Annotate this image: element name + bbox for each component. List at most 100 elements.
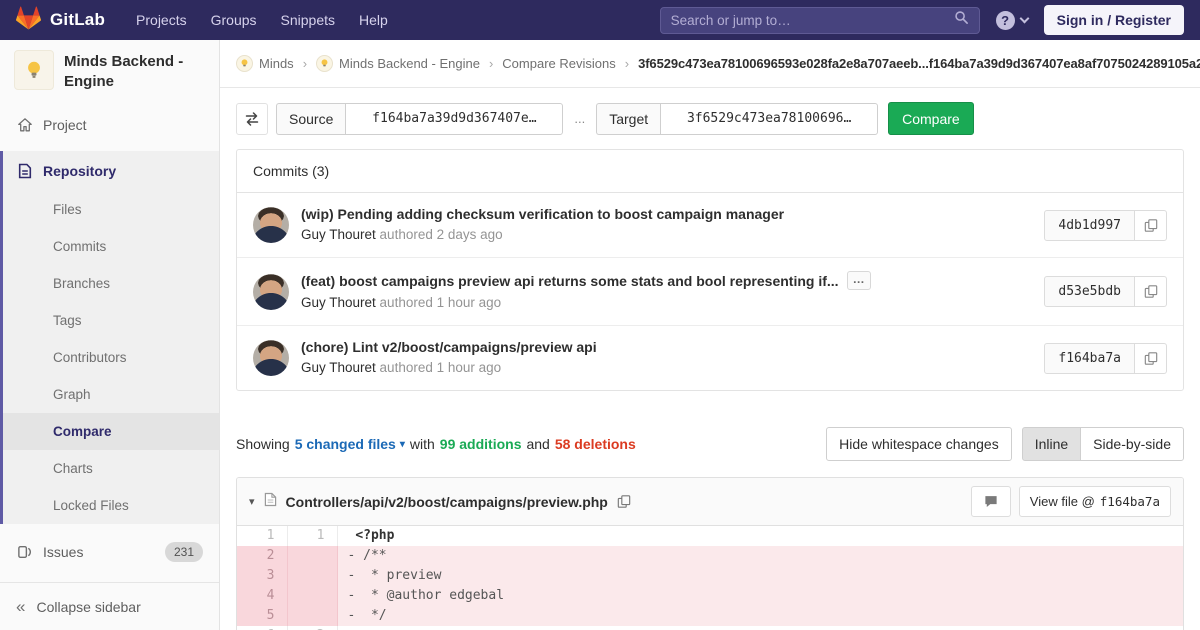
gitlab-tanuki-icon <box>16 5 41 35</box>
commit-sha[interactable]: 4db1d997 <box>1044 209 1135 241</box>
global-search-box[interactable] <box>659 6 980 34</box>
and-label: and <box>526 436 550 452</box>
inline-view-button[interactable]: Inline <box>1021 427 1082 461</box>
commit-title-link[interactable]: (chore) Lint v2/boost/campaigns/preview … <box>301 339 597 355</box>
breadcrumb-project[interactable]: Minds Backend - Engine <box>316 55 480 72</box>
compare-button[interactable]: Compare <box>888 102 974 135</box>
old-line-number[interactable]: 1 <box>237 526 288 546</box>
commit-author-link[interactable]: Guy Thouret <box>301 227 376 242</box>
copy-sha-button[interactable] <box>1134 276 1167 307</box>
source-label: Source <box>276 102 346 135</box>
author-avatar[interactable] <box>253 207 289 243</box>
old-line-number[interactable]: 5 <box>237 606 288 626</box>
nav-link-snippets[interactable]: Snippets <box>280 12 336 28</box>
commits-panel: Commits (3) (wip) Pending adding checksu… <box>236 149 1184 391</box>
commit-sha[interactable]: d53e5bdb <box>1044 276 1135 307</box>
breadcrumb-separator: › <box>624 56 630 71</box>
toggle-comments-button[interactable] <box>970 486 1011 517</box>
sidebar-item-commits[interactable]: Commits <box>53 238 107 254</box>
file-icon <box>264 492 277 512</box>
commit-info: (wip) Pending adding checksum verificati… <box>301 206 784 244</box>
copy-file-path-button[interactable] <box>617 494 631 509</box>
sidebar-item-locked-files[interactable]: Locked Files <box>53 497 129 513</box>
changed-files-dropdown[interactable]: 5 changed files ▾ <box>295 436 405 452</box>
diff-line-code: - * @author edgebal <box>337 586 1183 606</box>
sidebar-item-repository[interactable]: Repository <box>3 151 219 191</box>
diff-line-removed: 2 - /** <box>237 546 1183 566</box>
target-input-group: Target <box>596 102 879 135</box>
search-icon <box>954 10 969 30</box>
commit-sha[interactable]: f164ba7a <box>1044 342 1135 374</box>
sidebar-item-branches[interactable]: Branches <box>53 275 111 291</box>
old-line-number[interactable]: 4 <box>237 586 288 606</box>
swap-revisions-button[interactable] <box>236 102 268 135</box>
old-line-number[interactable]: 3 <box>237 566 288 586</box>
help-menu[interactable]: ? <box>995 10 1030 30</box>
new-line-number[interactable] <box>287 566 338 586</box>
commit-title-link[interactable]: (wip) Pending adding checksum verificati… <box>301 206 785 222</box>
with-label: with <box>409 436 435 452</box>
hide-whitespace-button[interactable]: Hide whitespace changes <box>826 427 1012 461</box>
commit-row: (chore) Lint v2/boost/campaigns/preview … <box>237 326 1183 390</box>
deletions-count: 58 deletions <box>554 436 636 452</box>
diff-line-code: - */ <box>337 606 1183 626</box>
project-title: Minds Backend - Engine <box>64 53 184 91</box>
breadcrumb-current-sha-range: 3f6529c473ea78100696593e028fa2e8a707aeeb… <box>638 56 1200 71</box>
breadcrumb-label: Minds <box>259 56 294 71</box>
diff-table: 1 1 <?php 2 - /** 3 - * preview 4 <box>237 526 1183 630</box>
new-line-number[interactable] <box>287 586 338 606</box>
sidebar-item-files[interactable]: Files <box>53 201 82 217</box>
diff-file-path[interactable]: Controllers/api/v2/boost/campaigns/previ… <box>285 493 608 510</box>
copy-sha-button[interactable] <box>1134 209 1167 241</box>
breadcrumb-compare-revisions[interactable]: Compare Revisions <box>502 56 616 71</box>
breadcrumb-group[interactable]: Minds <box>236 55 294 72</box>
author-avatar[interactable] <box>253 273 289 310</box>
new-line-number[interactable]: 2 <box>287 626 338 630</box>
sidebar-item-issues[interactable]: Issues 231 <box>0 532 219 572</box>
sidebar-item-charts[interactable]: Charts <box>53 460 93 476</box>
copy-sha-button[interactable] <box>1134 342 1167 374</box>
sidebar-item-graph[interactable]: Graph <box>53 386 91 402</box>
sidebar-item-compare[interactable]: Compare <box>3 412 219 450</box>
commit-sha-group: 4db1d997 <box>1044 209 1167 241</box>
diff-file-header: ▾ Controllers/api/v2/boost/campaigns/pre… <box>237 478 1183 526</box>
old-line-number[interactable]: 2 <box>237 546 288 566</box>
target-ref-input[interactable] <box>660 102 879 135</box>
nav-link-groups[interactable]: Groups <box>210 12 257 28</box>
commit-author-link[interactable]: Guy Thouret <box>301 360 376 375</box>
sidebar-item-contributors[interactable]: Contributors <box>53 349 127 365</box>
new-line-number[interactable] <box>287 546 338 566</box>
collapse-sidebar-button[interactable]: « Collapse sidebar <box>0 582 219 630</box>
comment-icon <box>985 496 997 508</box>
showing-label: Showing <box>236 436 290 452</box>
old-line-number[interactable]: 6 <box>237 626 288 630</box>
commit-meta: Guy Thouret authored 1 hour ago <box>301 360 501 375</box>
lightbulb-icon <box>241 59 248 67</box>
commit-meta: Guy Thouret authored 2 days ago <box>301 227 503 242</box>
changed-files-label: 5 changed files <box>294 436 396 452</box>
sign-in-register-button[interactable]: Sign in / Register <box>1043 5 1184 35</box>
project-context[interactable]: Minds Backend - Engine <box>0 40 219 105</box>
search-input[interactable] <box>670 12 954 28</box>
gitlab-brand[interactable]: GitLab <box>16 5 105 35</box>
nav-link-help[interactable]: Help <box>359 12 388 28</box>
source-ref-input[interactable] <box>345 102 564 135</box>
expand-commit-message-button[interactable]: … <box>846 271 871 290</box>
target-label: Target <box>596 102 661 135</box>
commit-title-link[interactable]: (feat) boost campaigns preview api retur… <box>301 272 839 289</box>
source-input-group: Source <box>276 102 564 135</box>
view-file-button[interactable]: View file @ f164ba7a <box>1018 486 1171 517</box>
sidebar-item-tags[interactable]: Tags <box>53 312 82 328</box>
commit-authored-ago: authored 2 days ago <box>375 227 503 242</box>
new-line-number[interactable]: 1 <box>287 526 338 546</box>
collapse-label: Collapse sidebar <box>36 598 141 615</box>
nav-link-projects[interactable]: Projects <box>136 12 187 28</box>
collapse-diff-caret-icon[interactable]: ▾ <box>249 496 255 508</box>
sidebar-item-project[interactable]: Project <box>0 105 219 145</box>
author-avatar[interactable] <box>253 340 289 376</box>
commit-meta: Guy Thouret authored 1 hour ago <box>301 295 501 310</box>
commit-author-link[interactable]: Guy Thouret <box>301 295 376 310</box>
side-by-side-view-button[interactable]: Side-by-side <box>1080 427 1184 461</box>
top-navbar: GitLab Projects Groups Snippets Help ? S… <box>0 0 1200 40</box>
new-line-number[interactable] <box>287 606 338 626</box>
